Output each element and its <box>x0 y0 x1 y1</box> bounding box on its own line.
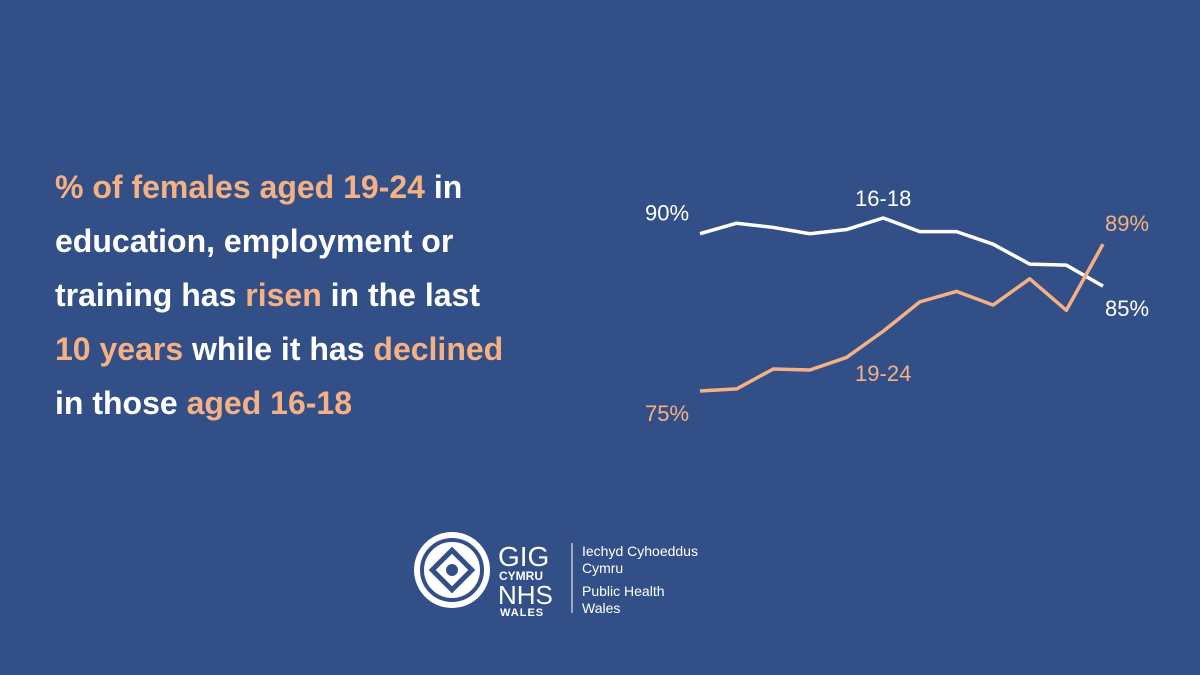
logo-ring <box>420 538 484 602</box>
logo-text: Public Health <box>582 583 665 599</box>
value-label: 90% <box>645 201 689 226</box>
logo-text: Wales <box>582 600 620 616</box>
headline-line: % of females aged 19-24 in <box>55 160 645 214</box>
value-label: 85% <box>1105 296 1149 321</box>
value-label: 75% <box>645 401 689 426</box>
logo-text: Iechyd Cyhoeddus <box>582 543 698 559</box>
series-line <box>699 243 1105 393</box>
headline: % of females aged 19-24 in education, emp… <box>55 160 645 430</box>
headline-line: training has risen in the last <box>55 268 645 322</box>
headline-text: education, employment or <box>55 223 454 259</box>
logo <box>414 532 490 608</box>
headline-line: education, employment or <box>55 214 645 268</box>
headline-text: training has <box>55 277 246 313</box>
logo-gig: GIG <box>498 541 549 572</box>
series-label: 16-18 <box>855 186 911 211</box>
highlight-text: aged 16-18 <box>186 385 352 421</box>
highlight-text: declined <box>373 331 504 367</box>
headline-text: in those <box>55 385 187 421</box>
logo-cymru: CYMRU <box>499 569 543 583</box>
logo-knot <box>428 546 476 594</box>
highlight-text: risen <box>245 277 322 313</box>
series-line <box>699 216 1104 288</box>
headline-line: in those aged 16-18 <box>55 376 645 430</box>
logo-nhs: NHS <box>498 580 553 610</box>
headline-text: while it has <box>183 331 374 367</box>
logo-center <box>446 564 458 576</box>
highlight-text: 10 years <box>55 331 184 367</box>
highlight-text: % of females aged 19-24 <box>55 169 425 205</box>
logo-text: Cymru <box>582 560 623 576</box>
headline-text: in <box>424 169 463 205</box>
logo-wales: WALES <box>500 607 544 619</box>
headline-text: in the last <box>321 277 480 313</box>
headline-line: 10 years while it has declined <box>55 322 645 376</box>
series-label: 19-24 <box>855 361 911 386</box>
value-label: 89% <box>1105 211 1149 236</box>
